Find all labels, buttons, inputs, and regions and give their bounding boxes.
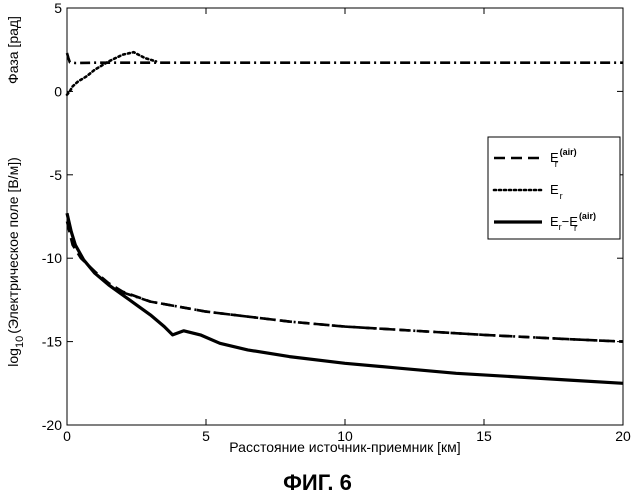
x-tick-label-3: 15 xyxy=(476,428,492,444)
y-tick-label-3: -5 xyxy=(50,167,63,183)
y-tick-label-2: -10 xyxy=(42,250,62,266)
x-tick-label-4: 20 xyxy=(615,428,631,444)
y-axis-title-rest: (Электрическое поле [В/м]) xyxy=(5,157,21,334)
x-tick-label-0: 0 xyxy=(63,428,71,444)
y-tick-label-5: 5 xyxy=(54,0,62,16)
y-axis-title-subscript: 10 xyxy=(14,336,26,348)
y-tick-label-1: -15 xyxy=(42,334,62,350)
legend: E(air)rErEr−E(air)r xyxy=(488,137,620,239)
y-tick-label-4: 0 xyxy=(54,83,62,99)
x-tick-label-1: 5 xyxy=(202,428,210,444)
y-axis-title-lower: log10 (Электрическое поле [В/м]) xyxy=(5,157,26,366)
y-axis-title-upper: Фаза [рад] xyxy=(5,16,21,84)
figure-caption: ФИГ. 6 xyxy=(0,470,635,496)
y-tick-label-0: -20 xyxy=(42,417,62,433)
y-axis-title-log: log xyxy=(5,348,21,367)
x-axis-title: Расстояние источник-приемник [км] xyxy=(229,439,460,455)
line-chart: 0 5 10 15 20 -20 -15 -10 -5 0 5 Расстояние источни… xyxy=(0,0,635,460)
